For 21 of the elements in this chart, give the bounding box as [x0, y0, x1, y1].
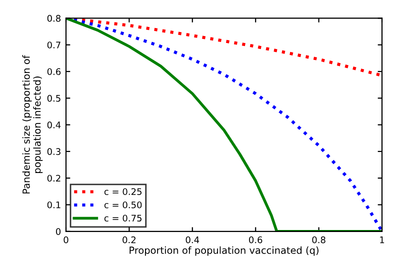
- x-tick-label: 1: [380, 236, 384, 244]
- y-tick-label: 0.1: [47, 201, 60, 208]
- y-tick-label: 0.2: [47, 174, 60, 182]
- y-tick-label: 0.5: [47, 94, 60, 102]
- legend-label: c = 0.75: [104, 214, 142, 222]
- y-tick-label: 0.7: [47, 42, 60, 48]
- x-tick-label: 0.2: [122, 236, 136, 244]
- x-axis-title: Proportion of population vaccinated (q): [130, 246, 318, 256]
- line-series: [66, 18, 382, 232]
- y-axis-title: Pandemic size (proportion of population infected): [22, 55, 43, 194]
- y-tick-label: 0.4: [47, 122, 61, 128]
- legend-label: c = 0.25: [104, 188, 142, 196]
- x-tick-label: 0.8: [312, 236, 326, 244]
- x-tick-label: 0: [64, 236, 68, 244]
- x-tick-label: 0.4: [186, 236, 200, 244]
- y-tick-label: 0: [56, 228, 61, 235]
- x-tick-label: 0.6: [249, 236, 262, 244]
- y-tick-label: 0.6: [47, 68, 61, 76]
- legend-label: c = 0.50: [104, 201, 142, 208]
- y-tick-label: 0.8: [47, 14, 61, 22]
- y-tick-label: 0.3: [47, 148, 60, 156]
